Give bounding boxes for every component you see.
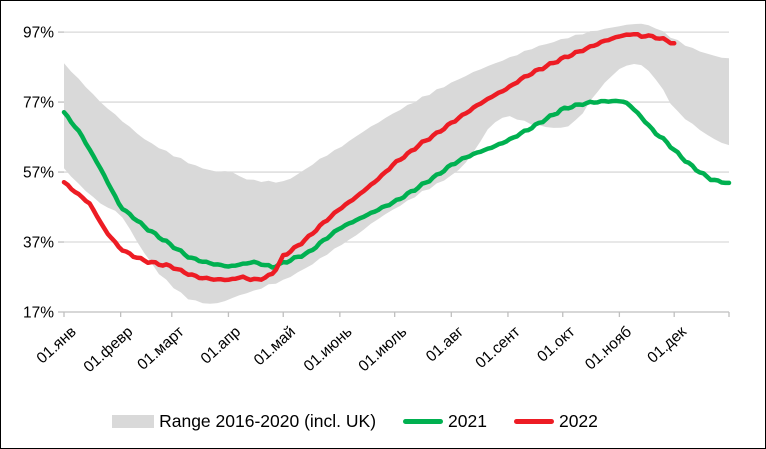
legend-item-2021: 2021 xyxy=(403,411,487,432)
x-tick-label: 01.апр xyxy=(198,323,244,367)
series-2021-swatch xyxy=(403,418,444,424)
x-tick-label: 01.янв xyxy=(34,323,80,367)
series-line-2022 xyxy=(61,31,677,283)
y-tick-label: 37% xyxy=(23,235,54,252)
x-tick-label: 01.окт xyxy=(534,323,578,365)
range-band-swatch xyxy=(112,414,155,428)
legend-item-2022: 2022 xyxy=(513,410,598,432)
x-tick-label: 01.февр xyxy=(81,323,137,376)
x-tick-label: 01.июль xyxy=(355,323,410,375)
legend-label-2021: 2021 xyxy=(448,410,487,431)
series-2022-swatch xyxy=(513,418,554,424)
legend-item-range: Range 2016-2020 (incl. UK) xyxy=(112,411,376,432)
legend-label-2022: 2022 xyxy=(558,410,598,431)
series-line-2021 xyxy=(61,98,732,270)
x-tick-label: 01.май xyxy=(251,323,299,369)
x-tick-label: 01.авг xyxy=(423,323,467,365)
x-tick-label: 01.март xyxy=(134,323,187,373)
legend-label-range: Range 2016-2020 (incl. UK) xyxy=(159,410,377,431)
chart-legend: Range 2016-2020 (incl. UK) 2021 2022 xyxy=(1,405,737,437)
y-tick-label: 57% xyxy=(23,165,54,182)
x-tick-label: 01.сент xyxy=(472,323,523,371)
x-tick-label: 01.июнь xyxy=(301,323,356,375)
x-tick-label: 01.нояб xyxy=(582,323,635,373)
y-tick-label: 77% xyxy=(23,95,54,112)
y-tick-label: 97% xyxy=(23,25,54,42)
x-tick-label: 01.дек xyxy=(644,323,690,367)
y-tick-label: 17% xyxy=(23,305,54,322)
